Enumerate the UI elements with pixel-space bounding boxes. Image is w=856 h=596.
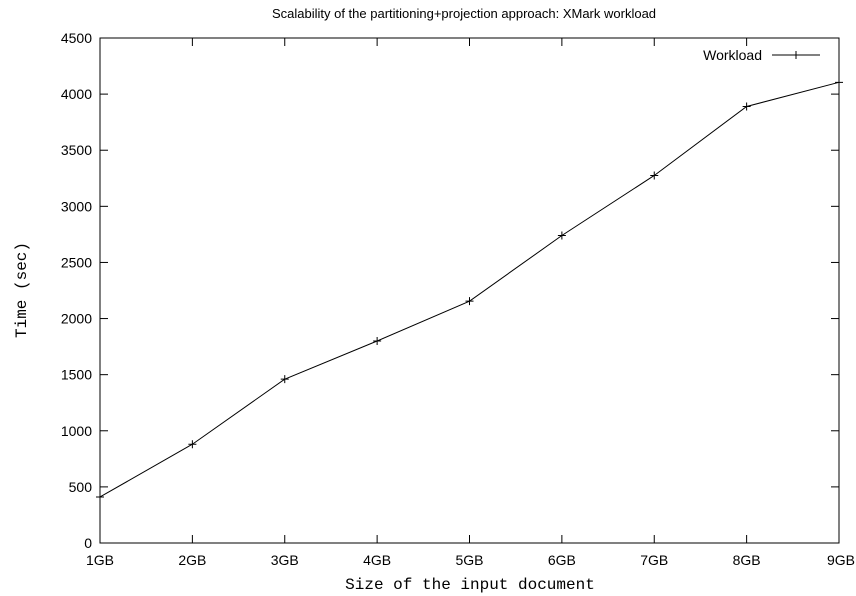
data-point-marker	[465, 297, 474, 306]
legend-marker	[792, 51, 800, 59]
y-tick-label: 500	[69, 479, 93, 495]
y-tick-label: 3000	[61, 198, 92, 214]
chart-title: Scalability of the partitioning+projecti…	[272, 6, 656, 21]
y-tick-label: 4500	[61, 30, 92, 46]
x-tick-label: 9GB	[827, 552, 855, 568]
y-tick-label: 4000	[61, 86, 92, 102]
x-tick-label: 7GB	[640, 552, 668, 568]
y-tick-label: 3500	[61, 142, 92, 158]
y-tick-label: 1500	[61, 367, 92, 383]
data-point-marker	[742, 102, 751, 111]
data-point-marker	[96, 492, 104, 501]
y-axis-ticks: 0 500 1000 1500 2000 2500 3000 3500 4000 4500	[61, 30, 839, 551]
series-layer	[96, 78, 843, 501]
series-line-workload	[99, 81, 840, 498]
y-tick-label: 0	[84, 535, 92, 551]
data-point-marker	[650, 171, 659, 180]
x-tick-label: 5GB	[455, 552, 483, 568]
x-tick-label: 8GB	[733, 552, 761, 568]
y-tick-label: 1000	[61, 423, 92, 439]
data-point-marker	[557, 231, 566, 240]
data-point-marker	[835, 78, 843, 87]
y-tick-label: 2500	[61, 254, 92, 270]
x-axis-ticks: 1GB 2GB 3GB 4GB 5GB 6GB 7GB 8GB 9GB	[86, 38, 855, 568]
plot-area-frame	[99, 37, 840, 544]
legend: Workload	[703, 47, 820, 63]
data-point-marker	[280, 375, 289, 384]
y-tick-label: 2000	[61, 311, 92, 327]
x-tick-label: 2GB	[178, 552, 206, 568]
data-point-marker	[188, 440, 197, 449]
x-tick-label: 4GB	[363, 552, 391, 568]
y-axis-label: Time (sec)	[13, 242, 31, 338]
x-tick-label: 3GB	[271, 552, 299, 568]
x-tick-label: 6GB	[548, 552, 576, 568]
x-axis-label: Size of the input document	[345, 576, 595, 594]
legend-label-workload: Workload	[703, 47, 762, 63]
data-point-marker	[373, 337, 382, 345]
x-tick-label: 1GB	[86, 552, 114, 568]
